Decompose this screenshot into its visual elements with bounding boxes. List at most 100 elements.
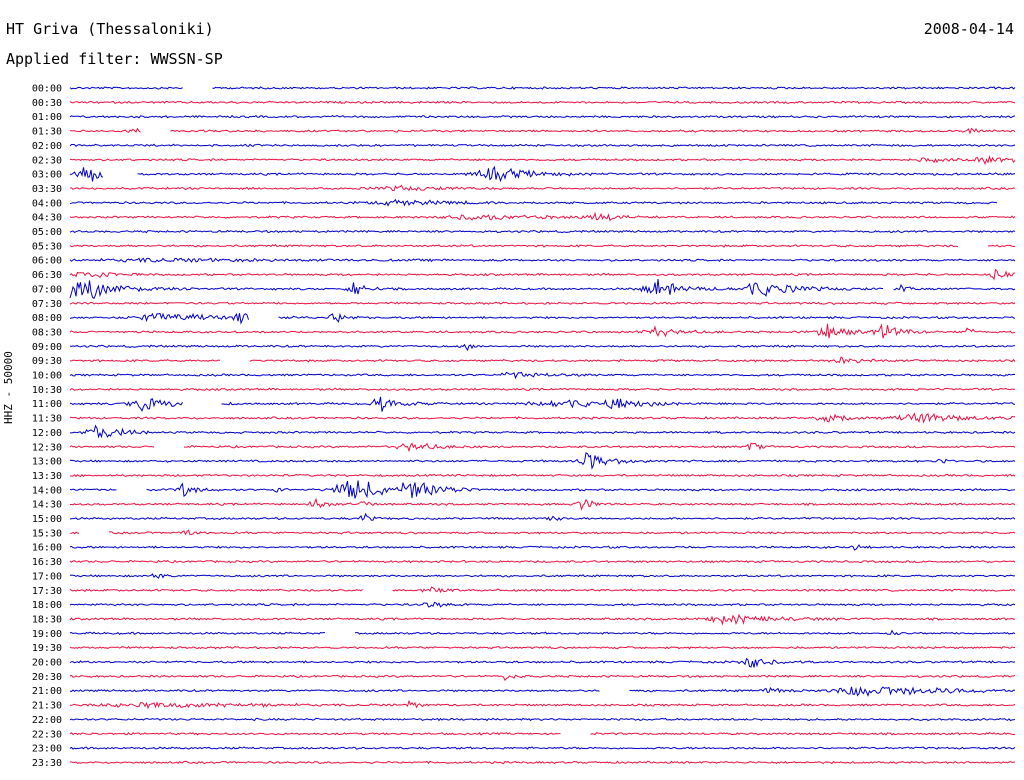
trace-row: [69, 278, 1016, 300]
trace-row: [69, 387, 1016, 392]
trace-row: [69, 211, 1016, 222]
trace-row: [69, 244, 1016, 248]
time-tick-label: 11:00: [32, 399, 62, 410]
time-tick-label: 22:00: [32, 715, 62, 726]
trace-row: [69, 544, 1016, 551]
trace-row: [69, 512, 1016, 522]
time-tick-label: 00:00: [32, 84, 62, 95]
trace-row: [69, 657, 1016, 668]
trace-row: [69, 301, 1016, 306]
time-tick-label: 23:30: [32, 758, 62, 769]
time-tick-label: 08:00: [32, 313, 62, 324]
time-tick-label: 09:00: [32, 342, 62, 353]
time-tick-label: 12:00: [32, 428, 62, 439]
time-tick-label: 14:00: [32, 485, 62, 496]
trace-row: [69, 559, 1016, 564]
trace-row: [69, 452, 1016, 470]
trace-row: [69, 699, 1016, 710]
time-tick-label: 20:00: [32, 658, 62, 669]
time-tick-label: 19:30: [32, 643, 62, 654]
trace-row: [69, 732, 1016, 736]
trace-row: [69, 601, 1016, 608]
time-tick-label: 04:30: [32, 213, 62, 224]
trace-row: [69, 412, 1016, 424]
time-tick-label: 16:30: [32, 557, 62, 568]
time-tick-label: 17:00: [32, 571, 62, 582]
trace-row: [69, 371, 1016, 380]
trace-row: [69, 674, 1016, 682]
time-tick-label: 01:00: [32, 112, 62, 123]
trace-row: [69, 114, 1016, 119]
time-tick-label: 03:00: [32, 170, 62, 181]
trace-row: [69, 717, 1016, 722]
trace-row: [69, 86, 1016, 90]
time-tick-label: 17:30: [32, 586, 62, 597]
trace-row: [69, 645, 1016, 650]
time-tick-label: 13:30: [32, 471, 62, 482]
time-tick-label: 11:30: [32, 414, 62, 425]
trace-row: [69, 424, 1016, 439]
station-title: HT Griva (Thessaloniki): [6, 20, 214, 38]
trace-row: [69, 629, 1016, 636]
trace-row: [70, 497, 1016, 511]
trace-row: [69, 127, 1016, 135]
trace-row: [69, 229, 1016, 234]
trace-row: [69, 312, 1016, 325]
time-tick-label: 07:30: [32, 299, 62, 310]
trace-row: [69, 746, 1016, 750]
time-tick-label: 05:30: [32, 241, 62, 252]
trace-row: [69, 613, 1016, 626]
time-tick-label: 18:30: [32, 614, 62, 625]
time-tick-label: 08:30: [32, 327, 62, 338]
time-tick-label: 10:00: [32, 371, 62, 382]
trace-row: [69, 442, 1016, 453]
time-tick-label: 13:00: [32, 457, 62, 468]
trace-row: [69, 396, 1016, 412]
trace-row: [69, 100, 1016, 105]
trace-row: [69, 198, 998, 207]
date-label: 2008-04-14: [923, 20, 1014, 38]
time-tick-label: 20:30: [32, 672, 62, 683]
trace-row: [69, 165, 1016, 183]
time-tick-label: 18:00: [32, 600, 62, 611]
time-tick-label: 21:00: [32, 686, 62, 697]
trace-row: [69, 473, 1016, 478]
trace-row: [69, 480, 1016, 499]
trace-row: [69, 760, 1016, 765]
time-tick-label: 21:30: [32, 701, 62, 712]
time-tick-label: 02:30: [32, 155, 62, 166]
trace-row: [69, 155, 1016, 166]
time-tick-label: 15:00: [32, 514, 62, 525]
time-tick-label: 06:30: [32, 270, 62, 281]
time-tick-label: 10:30: [32, 385, 62, 396]
trace-row: [69, 573, 1015, 579]
time-tick-label: 15:30: [32, 528, 62, 539]
time-tick-label: 16:00: [32, 543, 62, 554]
time-tick-label: 06:00: [32, 256, 62, 267]
trace-row: [69, 257, 1016, 264]
time-tick-label: 01:30: [32, 127, 62, 138]
time-tick-label: 03:30: [32, 184, 62, 195]
time-tick-label: 19:00: [32, 629, 62, 640]
trace-row: [69, 143, 1016, 148]
trace-row: [69, 323, 1016, 339]
time-tick-label: 22:30: [32, 729, 62, 740]
trace-row: [69, 529, 1016, 536]
time-tick-label: 23:00: [32, 744, 62, 755]
time-tick-label: 04:00: [32, 198, 62, 209]
time-tick-label: 09:30: [32, 356, 62, 367]
trace-row: [69, 268, 1016, 281]
trace-row: [69, 343, 1016, 352]
time-tick-label: 12:30: [32, 442, 62, 453]
filter-label: Applied filter: WWSSN-SP: [6, 50, 223, 68]
trace-row: [69, 184, 1016, 192]
time-tick-label: 00:30: [32, 98, 62, 109]
time-tick-label: 14:30: [32, 500, 62, 511]
time-tick-label: 02:00: [32, 141, 62, 152]
trace-row: [69, 686, 1016, 697]
trace-row: [69, 356, 1016, 365]
time-tick-label: 05:00: [32, 227, 62, 238]
trace-row: [69, 586, 1016, 594]
time-tick-label: 07:00: [32, 284, 62, 295]
